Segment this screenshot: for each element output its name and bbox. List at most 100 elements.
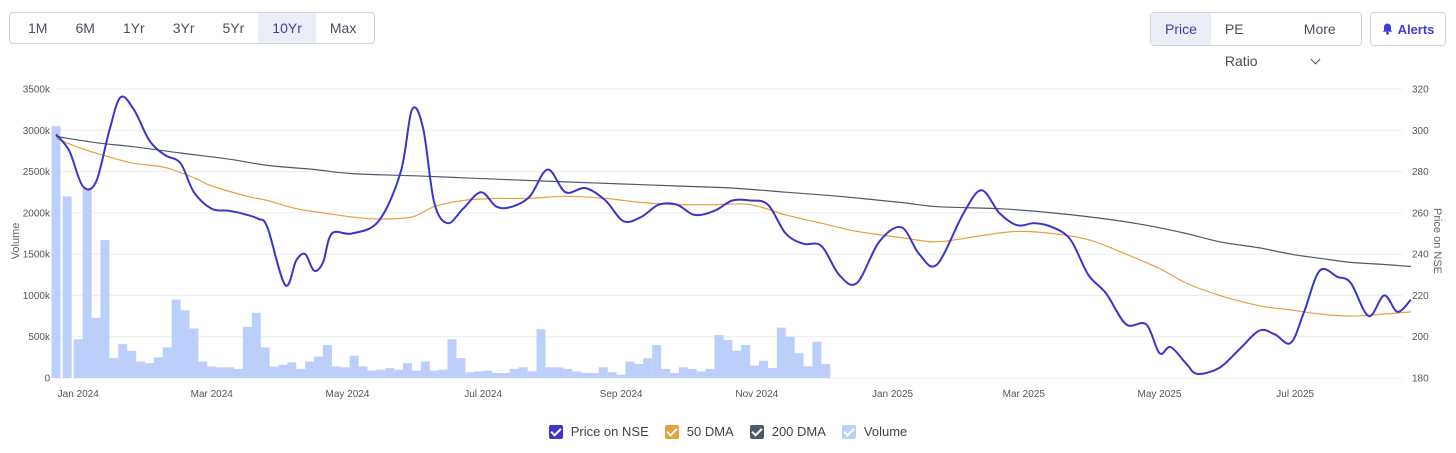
volume-bar[interactable] [82, 188, 92, 378]
volume-bar[interactable] [589, 373, 599, 378]
volume-bar[interactable] [358, 366, 368, 378]
volume-bar[interactable] [616, 374, 626, 378]
legend-volume[interactable]: Volume [841, 424, 907, 439]
volume-bar[interactable] [723, 340, 733, 378]
volume-bar[interactable] [189, 328, 199, 378]
volume-bar[interactable] [314, 356, 324, 378]
volume-bar[interactable] [260, 347, 270, 378]
legend-price[interactable]: Price on NSE [548, 424, 649, 439]
volume-bar[interactable] [411, 370, 421, 378]
volume-bar[interactable] [518, 367, 528, 378]
volume-bar[interactable] [233, 368, 243, 378]
volume-bar[interactable] [492, 373, 502, 378]
volume-bar[interactable] [180, 310, 190, 378]
volume-bar[interactable] [331, 366, 341, 378]
volume-bar[interactable] [776, 327, 786, 378]
volume-bar[interactable] [705, 368, 715, 378]
alerts-button[interactable]: Alerts [1370, 12, 1446, 46]
volume-bar[interactable] [500, 373, 510, 378]
volume-bar[interactable] [669, 373, 679, 378]
volume-bar[interactable] [696, 371, 706, 378]
volume-bar[interactable] [483, 370, 493, 378]
volume-bar[interactable] [581, 373, 591, 378]
range-6m-button[interactable]: 6M [75, 20, 95, 36]
volume-bar[interactable] [465, 372, 475, 378]
volume-bar[interactable] [714, 335, 724, 378]
volume-bar[interactable] [643, 358, 653, 378]
volume-bar[interactable] [118, 344, 128, 378]
more-dropdown[interactable]: More [1290, 13, 1361, 65]
volume-bar[interactable] [296, 368, 306, 378]
range-5yr-button[interactable]: 5Yr [222, 20, 245, 36]
volume-bar[interactable] [527, 371, 537, 378]
volume-bar[interactable] [269, 366, 279, 378]
volume-bar[interactable] [634, 363, 644, 378]
volume-bar[interactable] [394, 369, 404, 378]
volume-bar[interactable] [456, 358, 466, 378]
volume-bar[interactable] [171, 299, 181, 378]
volume-bar[interactable] [136, 361, 146, 378]
dma50-line[interactable] [55, 137, 1411, 317]
volume-bar[interactable] [162, 347, 172, 378]
volume-bar[interactable] [438, 369, 448, 378]
volume-bar[interactable] [572, 371, 582, 378]
volume-bar[interactable] [198, 361, 208, 378]
range-max-button[interactable]: Max [329, 20, 357, 36]
volume-bar[interactable] [750, 365, 760, 378]
dma200-line[interactable] [55, 135, 1411, 268]
volume-bar[interactable] [767, 368, 777, 378]
volume-bar[interactable] [687, 368, 697, 378]
volume-bar[interactable] [536, 329, 546, 378]
volume-bar[interactable] [349, 355, 359, 378]
volume-bar[interactable] [376, 369, 386, 378]
volume-bar[interactable] [545, 367, 555, 378]
volume-bar[interactable] [287, 362, 297, 378]
volume-bar[interactable] [91, 317, 101, 378]
volume-bar[interactable] [732, 350, 742, 378]
volume-bar[interactable] [305, 361, 315, 378]
volume-bar[interactable] [242, 326, 252, 378]
volume-bar[interactable] [678, 367, 688, 378]
volume-bar[interactable] [153, 357, 163, 378]
range-1yr-button[interactable]: 1Yr [122, 20, 145, 36]
volume-bar[interactable] [420, 361, 430, 378]
volume-bar[interactable] [803, 366, 813, 378]
volume-bar[interactable] [812, 341, 822, 378]
volume-bar[interactable] [62, 196, 72, 378]
volume-bar[interactable] [794, 353, 804, 378]
volume-bar[interactable] [127, 350, 137, 378]
volume-bar[interactable] [429, 370, 439, 378]
volume-bar[interactable] [100, 240, 110, 378]
volume-bar[interactable] [278, 364, 288, 378]
volume-bar[interactable] [785, 336, 795, 378]
volume-bar[interactable] [625, 361, 635, 378]
volume-bar[interactable] [661, 368, 671, 378]
volume-bar[interactable] [563, 368, 573, 378]
pe-ratio-mode-button[interactable]: PE Ratio [1224, 21, 1258, 69]
volume-bar[interactable] [51, 126, 61, 379]
volume-bar[interactable] [598, 367, 608, 378]
legend-200dma[interactable]: 200 DMA [749, 424, 826, 439]
volume-bar[interactable] [109, 358, 119, 378]
volume-bar[interactable] [207, 366, 217, 378]
price-line[interactable] [55, 95, 1412, 376]
legend-50dma[interactable]: 50 DMA [664, 424, 734, 439]
volume-bar[interactable] [367, 370, 377, 378]
volume-bar[interactable] [741, 344, 751, 378]
volume-bar[interactable] [607, 372, 617, 378]
volume-bar[interactable] [322, 344, 332, 378]
range-1m-button[interactable]: 1M [28, 20, 48, 36]
volume-bar[interactable] [251, 312, 261, 378]
volume-bar[interactable] [474, 371, 484, 378]
volume-bar[interactable] [554, 367, 564, 378]
volume-bar[interactable] [403, 363, 413, 378]
volume-bar[interactable] [652, 344, 662, 378]
volume-bar[interactable] [216, 367, 226, 378]
range-10yr-button[interactable]: 10Yr [258, 13, 316, 43]
volume-bar[interactable] [385, 368, 395, 378]
volume-bar[interactable] [340, 367, 350, 378]
volume-bar[interactable] [509, 368, 519, 378]
volume-bar[interactable] [225, 367, 235, 378]
price-mode-button[interactable]: Price [1151, 13, 1211, 45]
volume-bar[interactable] [144, 363, 154, 378]
